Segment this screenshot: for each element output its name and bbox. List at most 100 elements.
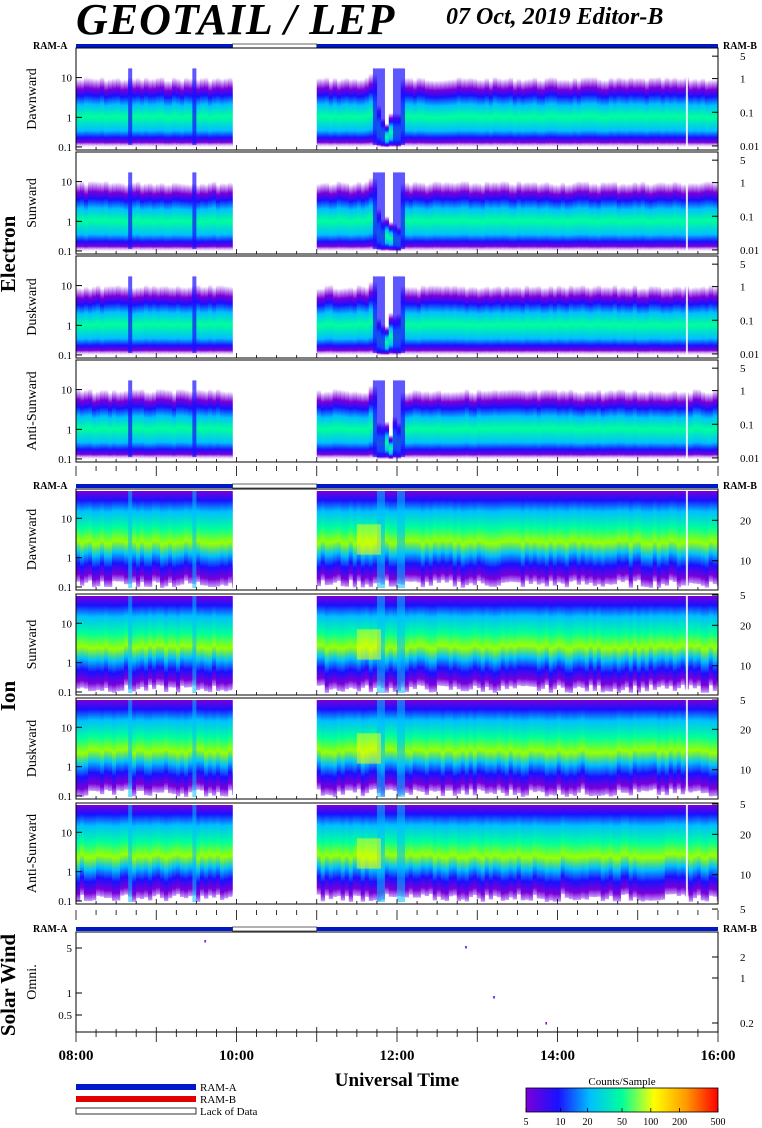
spectrogram-column <box>80 288 85 356</box>
y-tick-label: 0.1 <box>58 350 72 362</box>
spectrogram-column <box>188 78 193 148</box>
spectrogram-column <box>668 596 674 687</box>
spectrogram-column <box>588 700 594 797</box>
spectrogram-column <box>184 596 189 688</box>
spectrogram-column <box>568 596 574 693</box>
spectrogram-column <box>488 80 494 148</box>
ram-a-bar <box>316 927 718 931</box>
spectrogram-column <box>568 491 574 582</box>
spectrogram-column <box>436 80 442 148</box>
spectrogram-column <box>320 182 326 252</box>
spectrogram-column <box>176 78 181 148</box>
spectrogram-column <box>548 285 554 356</box>
spectrogram-column <box>92 286 97 356</box>
ion-feature <box>192 596 197 693</box>
spectrogram-column <box>420 700 426 792</box>
spectrogram-column <box>132 700 137 797</box>
spectrogram-column <box>140 491 145 583</box>
spectrogram-column <box>224 805 229 899</box>
spectrogram-column <box>520 182 526 252</box>
y2-tick-label: 10 <box>740 765 752 777</box>
y-tick-label: 1 <box>67 424 73 436</box>
spectrogram-column <box>540 80 546 148</box>
spectrogram-column <box>572 596 578 689</box>
y-tick-label: 10 <box>61 827 73 839</box>
spectrogram-column <box>464 78 470 148</box>
spectrogram-column <box>428 391 434 460</box>
spectrogram-column <box>540 182 546 252</box>
spectrogram-column <box>540 596 546 689</box>
spectrogram-column <box>328 284 334 356</box>
spectrogram-column <box>184 77 189 148</box>
spectrogram-column <box>188 286 193 356</box>
y-tick-label: 1 <box>67 320 73 332</box>
spectrogram-column <box>120 596 125 691</box>
y-tick-label: 1 <box>67 216 73 228</box>
spectrogram-column <box>564 79 570 148</box>
spectrogram-column <box>596 596 602 686</box>
spectrogram-column <box>460 491 466 588</box>
spectrogram-column <box>580 77 586 148</box>
spectrogram-column <box>700 391 706 460</box>
spectrogram-column <box>512 805 518 900</box>
spectrogram-column <box>512 596 518 689</box>
panel-label: Duskward <box>25 278 40 336</box>
spectrogram-column <box>92 491 97 588</box>
spectrogram-column <box>360 79 366 148</box>
spectrogram-column <box>652 391 658 460</box>
spectrogram-column <box>324 76 330 148</box>
spectrogram-column <box>444 805 450 902</box>
spectrogram-column <box>148 78 153 148</box>
spectrogram-column <box>84 700 89 796</box>
spectrogram-column <box>628 491 634 588</box>
spectrogram-column <box>160 285 165 356</box>
ram-right-label: RAM-B <box>723 481 757 492</box>
spectrogram-column <box>520 491 526 587</box>
spectrogram-column <box>408 184 414 252</box>
spectrogram-column <box>696 183 702 252</box>
spectrogram-column <box>132 182 137 252</box>
spectrogram-column <box>188 805 193 897</box>
spectrogram-column <box>148 596 153 686</box>
spectrogram-column <box>344 390 350 460</box>
spectrogram-column <box>588 77 594 148</box>
spectrogram-column <box>636 805 642 901</box>
spectrogram-column <box>160 182 165 252</box>
electron-dropout <box>192 68 197 145</box>
spectrogram-column <box>316 596 322 686</box>
spectrogram-column <box>160 805 165 899</box>
spectrogram-column <box>504 389 510 460</box>
spectrogram-column <box>384 491 390 581</box>
spectrogram-column <box>660 182 666 252</box>
spectrogram-column <box>80 805 85 895</box>
spectrogram-column <box>112 491 117 582</box>
panel-ion-duskward: 10 1 0.1 20 10 5 Duskward <box>25 697 752 811</box>
spectrogram-column <box>444 700 450 791</box>
spectrogram-column <box>228 77 233 148</box>
spectrogram-column <box>100 76 105 148</box>
spectrogram-column <box>92 596 97 692</box>
spectrogram-column <box>528 390 534 460</box>
spectrogram-column <box>92 700 97 791</box>
spectrogram-column <box>180 183 185 252</box>
spectrogram-column <box>204 491 209 586</box>
spectrogram-column <box>676 805 682 897</box>
spectrogram-column <box>600 596 606 693</box>
spectrogram-column <box>628 596 634 693</box>
spectrogram-column <box>496 805 502 898</box>
spectrogram-column <box>692 388 698 460</box>
spectrogram-column <box>104 596 109 689</box>
spectrogram-column <box>636 596 642 693</box>
spectrogram-column <box>112 78 117 148</box>
spectrogram-column <box>604 286 610 356</box>
spectrogram-column <box>204 596 209 692</box>
spectrogram-column <box>152 184 157 252</box>
spectrogram-column <box>348 391 354 460</box>
spectrogram-column <box>596 700 602 797</box>
spectrogram-column <box>644 183 650 252</box>
spectrogram-column <box>348 79 354 148</box>
spectrogram-column <box>688 491 694 584</box>
spectrogram-column <box>564 700 570 797</box>
spectrogram-column <box>136 77 141 148</box>
spectrogram-column <box>492 181 498 252</box>
